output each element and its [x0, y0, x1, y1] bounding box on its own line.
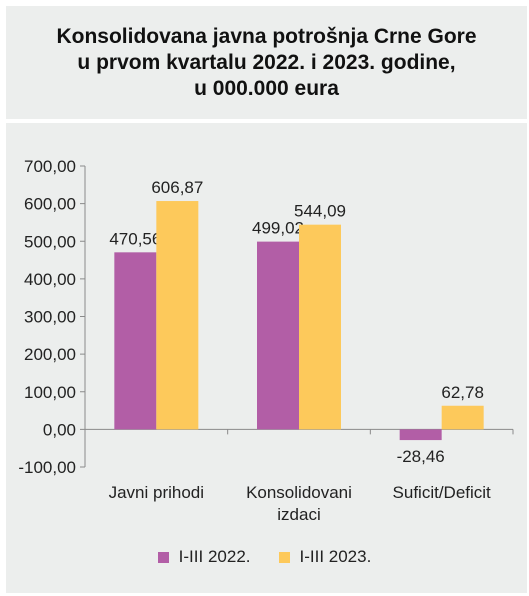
- category-label-line: izdaci: [277, 505, 320, 524]
- category-label-line: Konsolidovani: [246, 483, 352, 502]
- legend-swatch-series-1: [157, 551, 169, 563]
- title-band: Konsolidovana javna potrošnja Crne Gore …: [6, 6, 527, 119]
- category-label-1: Javni prihodi: [109, 483, 204, 502]
- data-label-series-1-cat-2: 499,02: [252, 219, 304, 238]
- bar-series-2-cat-3: [441, 405, 484, 430]
- data-label-series-2-cat-3: 62,78: [441, 383, 484, 402]
- y-tick-label: 700,00: [24, 157, 76, 176]
- category-label-2: Konsolidovani izdaci: [246, 483, 352, 524]
- bar-series-1-cat-1: [114, 252, 157, 430]
- legend: I-III 2022. I-III 2023.: [0, 547, 529, 567]
- bar-series-1-cat-3: [399, 429, 442, 441]
- y-tick-label: 200,00: [24, 345, 76, 364]
- y-tick-label: 500,00: [24, 232, 76, 251]
- category-label-line: Javni prihodi: [109, 483, 204, 502]
- y-tick-label: 400,00: [24, 270, 76, 289]
- y-tick-label: -100,00: [18, 458, 76, 477]
- data-label-series-1-cat-3: -28,46: [397, 447, 445, 466]
- chart-title: Konsolidovana javna potrošnja Crne Gore …: [56, 24, 477, 100]
- data-label-series-2-cat-2: 544,09: [294, 202, 346, 221]
- y-tick-label: 100,00: [24, 383, 76, 402]
- legend-swatch-series-2: [278, 551, 290, 563]
- data-label-series-1-cat-1: 470,56: [109, 229, 161, 248]
- category-label-3: Suficit/Deficit: [393, 483, 492, 502]
- y-tick-label: 600,00: [24, 195, 76, 214]
- legend-label-series-2: I-III 2023.: [299, 547, 372, 566]
- bar-series-2-cat-2: [299, 224, 341, 430]
- legend-item-series-2: I-III 2023.: [278, 547, 372, 567]
- category-label-line: Suficit/Deficit: [393, 483, 492, 502]
- title-divider: [6, 119, 527, 123]
- bar-series-2-cat-1: [156, 201, 199, 430]
- data-label-series-2-cat-1: 606,87: [151, 178, 203, 197]
- legend-item-series-1: I-III 2022.: [157, 547, 251, 567]
- bar-series-1-cat-2: [257, 241, 299, 430]
- y-tick-label: 0,00: [43, 420, 76, 439]
- y-tick-label: 300,00: [24, 308, 76, 327]
- legend-label-series-1: I-III 2022.: [178, 547, 251, 566]
